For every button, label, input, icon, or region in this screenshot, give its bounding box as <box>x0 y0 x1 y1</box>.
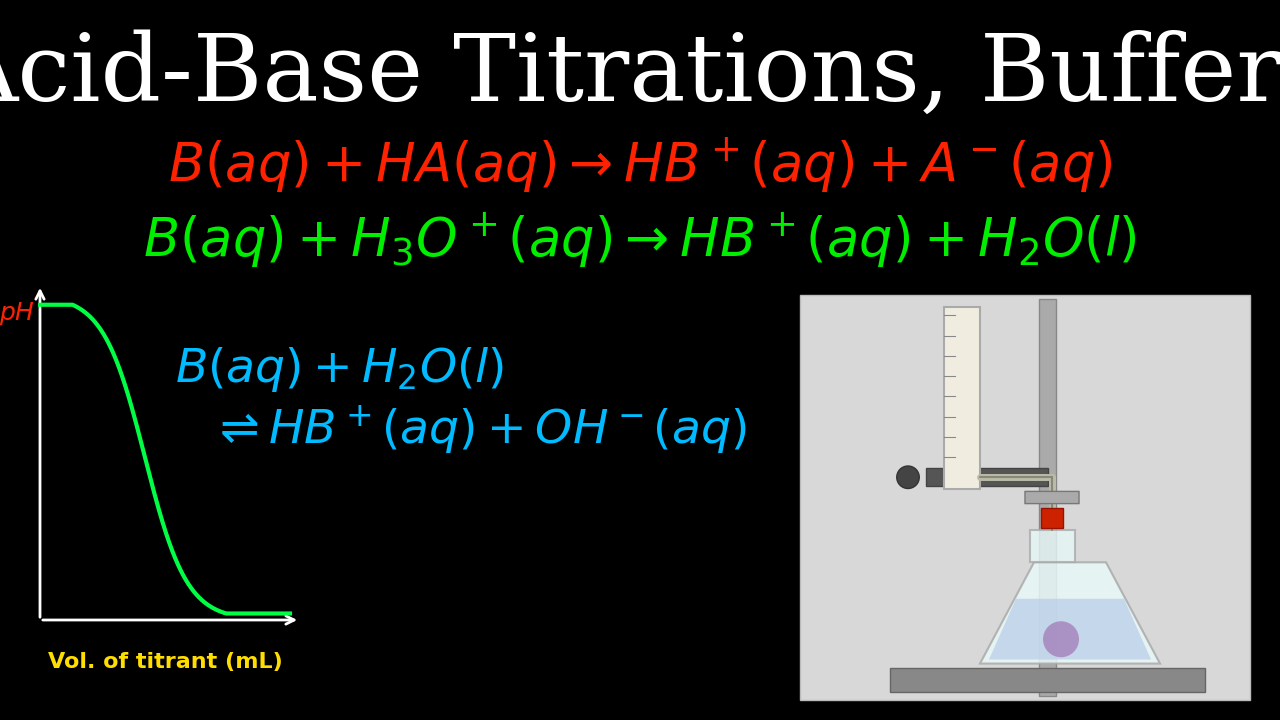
Text: $pH$: $pH$ <box>0 300 35 327</box>
Bar <box>945 307 980 490</box>
Polygon shape <box>980 562 1160 664</box>
Bar <box>890 667 1204 692</box>
Bar <box>925 468 1047 486</box>
Bar <box>1039 299 1056 696</box>
Bar <box>800 295 1251 700</box>
Polygon shape <box>989 599 1151 660</box>
Bar <box>1029 530 1074 562</box>
Bar <box>1041 508 1064 528</box>
Text: $B(aq) + HA(aq) \rightarrow HB^+(aq) + A^-(aq)$: $B(aq) + HA(aq) \rightarrow HB^+(aq) + A… <box>168 135 1112 194</box>
FancyBboxPatch shape <box>1025 492 1079 503</box>
Text: $B(aq) + H_2O(l)$: $B(aq) + H_2O(l)$ <box>175 346 504 395</box>
Circle shape <box>897 466 919 488</box>
Text: $B(aq) + H_3O^+(aq) \rightarrow HB^+(aq) + H_2O(l)$: $B(aq) + H_3O^+(aq) \rightarrow HB^+(aq)… <box>143 210 1137 270</box>
Circle shape <box>1043 621 1079 657</box>
Text: $\rightleftharpoons HB^+(aq) + OH^-(aq)$: $\rightleftharpoons HB^+(aq) + OH^-(aq)$ <box>210 403 746 456</box>
Text: Acid-Base Titrations, Buffers: Acid-Base Titrations, Buffers <box>0 30 1280 120</box>
Text: Vol. of titrant (mL): Vol. of titrant (mL) <box>47 652 283 672</box>
